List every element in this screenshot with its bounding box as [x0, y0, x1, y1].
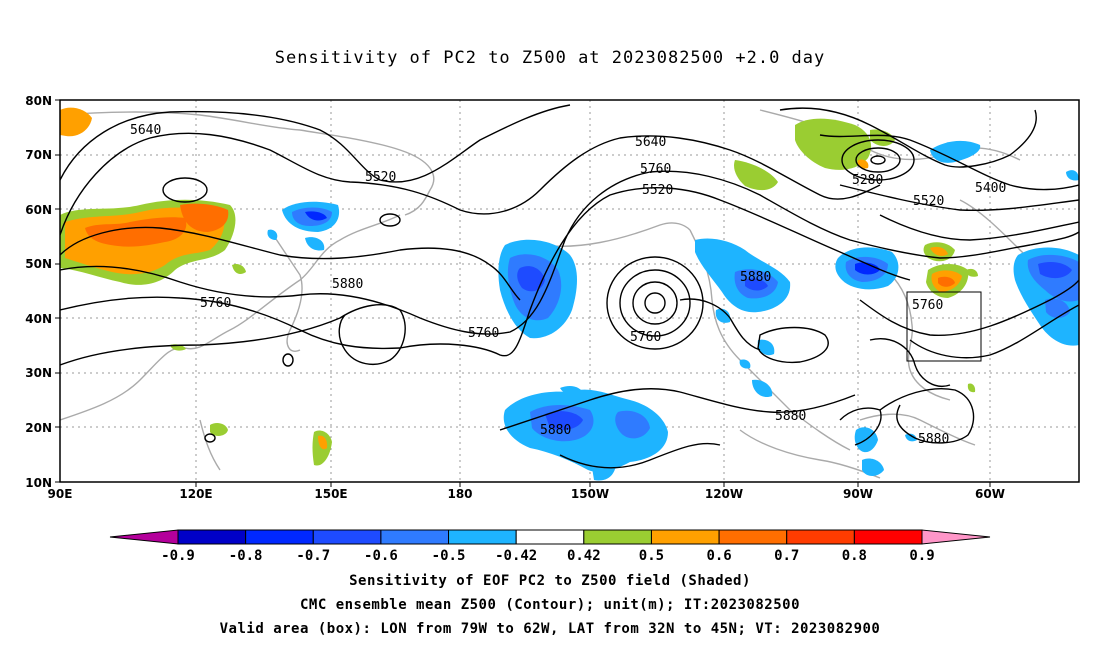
contour-label: 5760 [640, 162, 671, 177]
lat-tick-label: 20N [25, 421, 52, 435]
contour-label: 5880 [540, 423, 571, 438]
contour-label: 5880 [740, 270, 771, 285]
colorbar-label: -0.42 [495, 548, 537, 564]
contour-label: 5520 [365, 170, 396, 185]
contour-label: 5640 [635, 135, 666, 150]
colorbar-segment [312, 529, 382, 545]
contour-labels: 5640 5520 5640 5760 5520 5280 5400 5520 … [130, 123, 1006, 447]
colorbar-segment [448, 529, 517, 545]
valid-area-box [906, 291, 982, 362]
lat-tick-label: 10N [25, 476, 52, 490]
contour-label: 5640 [130, 123, 161, 138]
lon-tick-label: 150W [571, 487, 609, 501]
lat-tick-label: 80N [25, 94, 52, 108]
colorbar-segment [380, 529, 450, 545]
colorbar-label: 0.5 [639, 548, 664, 564]
colorbar-label: -0.6 [364, 548, 398, 564]
contour-label: 5400 [975, 181, 1006, 196]
colorbar-label: 0.6 [706, 548, 731, 564]
colorbar-label: 0.42 [567, 548, 601, 564]
colorbar: -0.9 -0.8 -0.7 -0.6 -0.5 -0.42 0.42 0.5 0.6 0.7 0.… [109, 529, 991, 564]
page-title: Sensitivity of PC2 to Z500 at 2023082500… [274, 48, 826, 68]
colorbar-label: 0.7 [774, 548, 799, 564]
colorbar-label: -0.5 [432, 548, 466, 564]
lon-tick-label: 90W [843, 487, 873, 501]
colorbar-segment [177, 529, 247, 545]
contour-label: 5760 [468, 326, 499, 341]
lat-tick-label: 70N [25, 148, 52, 162]
caption-line-2: CMC ensemble mean Z500 (Contour); unit(m… [299, 597, 800, 613]
colorbar-segment [650, 529, 720, 545]
colorbar-segment [921, 529, 991, 545]
lon-tick-label: 90E [48, 487, 73, 501]
lat-axis: 80N 70N 60N 50N 40N 30N 20N 10N [25, 94, 60, 490]
lon-tick-label: 180 [447, 487, 472, 501]
lat-tick-label: 60N [25, 203, 52, 217]
lat-tick-label: 30N [25, 366, 52, 380]
colorbar-segment [583, 529, 652, 545]
contour-label: 5280 [852, 173, 883, 188]
colorbar-segment [786, 529, 855, 545]
colorbar-segment [853, 529, 923, 545]
contour-label: 5880 [775, 409, 806, 424]
contour-label: 5760 [630, 330, 661, 345]
colorbar-segment [515, 529, 585, 545]
lon-axis: 90E 120E 150E 180 150W 120W 90W 60W [48, 482, 1005, 501]
contour-label: 5760 [200, 296, 231, 311]
contour-label: 5520 [642, 183, 673, 198]
colorbar-label: 0.9 [909, 548, 934, 564]
colorbar-label: 0.8 [842, 548, 867, 564]
contour-label: 5760 [912, 298, 943, 313]
lat-tick-label: 50N [25, 257, 52, 271]
colorbar-segment [109, 529, 179, 545]
lon-tick-label: 60W [975, 487, 1005, 501]
caption-line-1: Sensitivity of EOF PC2 to Z500 field (Sh… [349, 573, 751, 589]
colorbar-label: -0.9 [161, 548, 195, 564]
z500-contours [60, 104, 1079, 469]
contour-label: 5880 [332, 277, 363, 292]
colorbar-label: -0.7 [296, 548, 330, 564]
lon-tick-label: 150E [314, 487, 347, 501]
caption-line-3: Valid area (box): LON from 79W to 62W, L… [219, 621, 881, 637]
colorbar-segment [718, 529, 788, 545]
contour-label: 5520 [913, 194, 944, 209]
lon-tick-label: 120E [179, 487, 212, 501]
lon-tick-label: 120W [705, 487, 743, 501]
colorbar-label: -0.8 [229, 548, 263, 564]
contour-label: 5880 [918, 432, 949, 447]
lat-tick-label: 40N [25, 312, 52, 326]
colorbar-segment [245, 529, 314, 545]
